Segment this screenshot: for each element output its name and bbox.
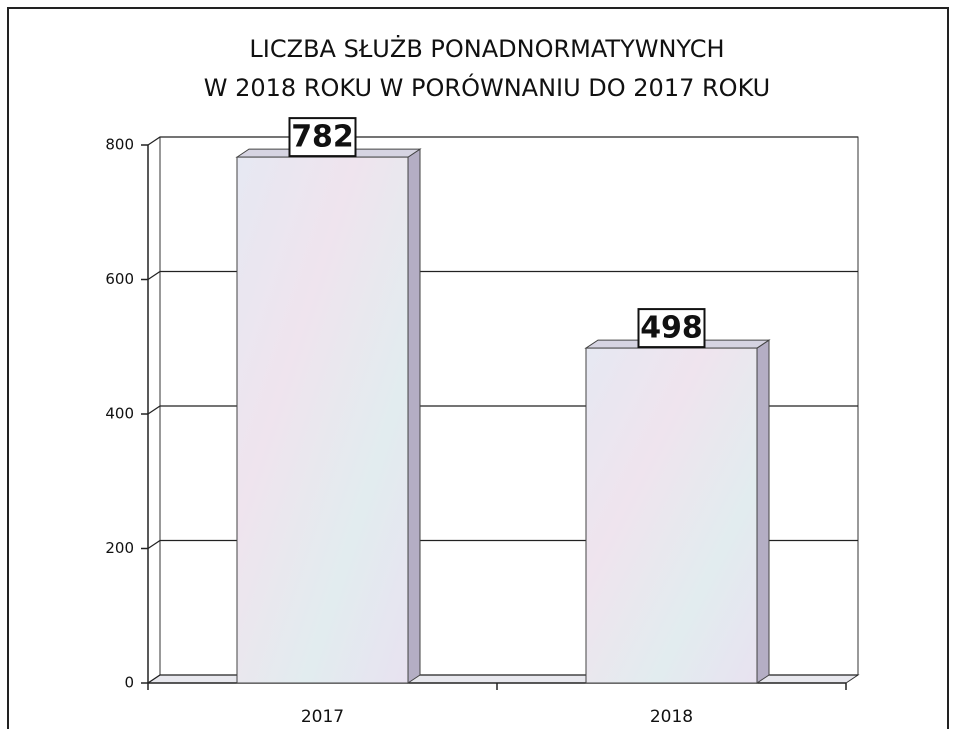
bar-side (756, 339, 770, 684)
x-tick-label: 2018 (650, 707, 693, 727)
value-label-box (288, 117, 357, 158)
bar-side (407, 148, 421, 684)
y-tick-label: 400 (105, 405, 134, 423)
y-tick-label: 200 (105, 539, 134, 557)
grid-line (147, 270, 858, 280)
bar (585, 347, 758, 684)
y-tick-label: 600 (105, 270, 134, 288)
chart-title: LICZBA SŁUŻB PONADNORMATYWNYCH (249, 34, 724, 63)
grid-line (147, 136, 858, 146)
y-tick-label: 800 (105, 136, 134, 154)
chart-title: W 2018 ROKU W PORÓWNANIU DO 2017 ROKU (204, 72, 770, 102)
value-label-box (637, 308, 706, 349)
x-tick-label: 2017 (301, 707, 344, 727)
value-label: 498 (640, 311, 703, 346)
value-label: 782 (291, 120, 354, 155)
bar (236, 156, 409, 684)
chart-frame (7, 7, 949, 729)
y-tick-label: 0 (124, 674, 134, 692)
